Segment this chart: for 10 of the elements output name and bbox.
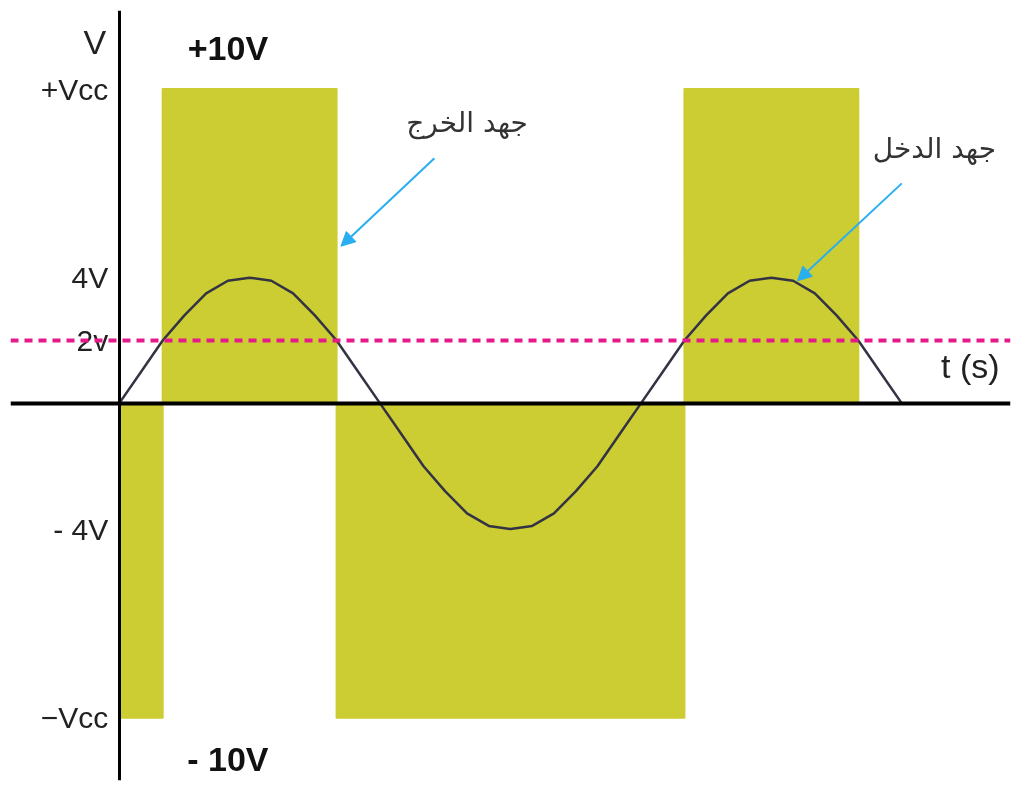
text: جهد الخرج: [406, 106, 528, 141]
y-tick-label: −Vcc: [40, 701, 109, 735]
annotation: - 10V: [187, 739, 269, 778]
y-tick-label: - 4V: [53, 512, 109, 546]
text: جهد الدخل: [872, 131, 997, 165]
x-axis-title: t (s): [941, 346, 1000, 385]
y-axis-title: V: [83, 22, 107, 61]
annotation: +10V: [187, 29, 269, 68]
y-tick-label: +Vcc: [40, 72, 109, 106]
y-tick-label: 4V: [71, 261, 109, 295]
